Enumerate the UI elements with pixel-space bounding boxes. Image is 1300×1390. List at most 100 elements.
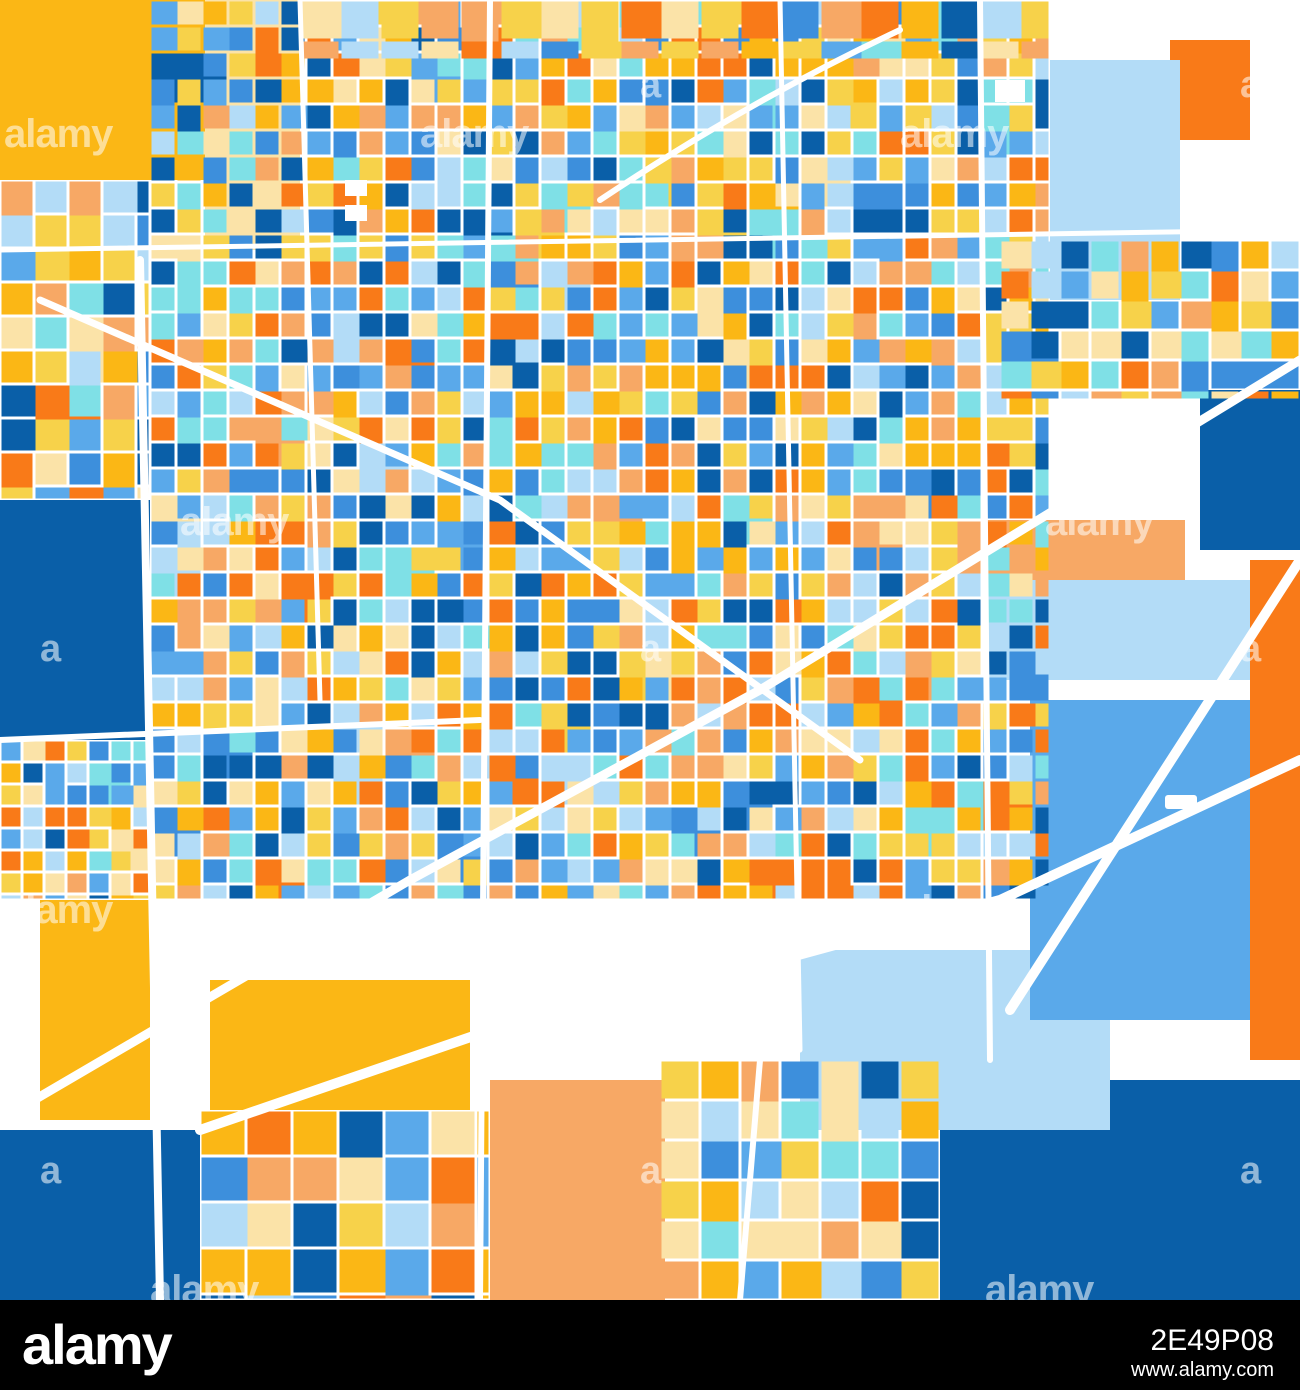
block bbox=[1031, 391, 1059, 399]
block bbox=[619, 417, 643, 441]
block bbox=[255, 495, 279, 519]
block bbox=[661, 1261, 699, 1299]
block bbox=[879, 859, 903, 883]
block bbox=[489, 131, 513, 155]
block bbox=[339, 1203, 383, 1247]
block bbox=[931, 677, 955, 701]
block bbox=[879, 729, 903, 753]
block bbox=[1009, 417, 1033, 441]
block bbox=[359, 599, 383, 623]
block bbox=[723, 79, 747, 103]
footer-logo: alamy bbox=[22, 1313, 173, 1376]
block bbox=[723, 209, 747, 233]
block bbox=[1009, 209, 1033, 233]
block bbox=[151, 287, 175, 311]
block bbox=[593, 729, 617, 753]
block bbox=[801, 261, 825, 285]
block bbox=[385, 313, 409, 337]
block bbox=[749, 599, 773, 623]
block bbox=[905, 365, 929, 389]
block bbox=[45, 851, 65, 871]
block bbox=[333, 781, 357, 805]
block bbox=[385, 1295, 475, 1299]
block bbox=[1121, 391, 1149, 399]
block bbox=[619, 677, 643, 701]
block bbox=[229, 677, 253, 701]
block bbox=[1061, 361, 1089, 389]
block bbox=[177, 157, 201, 181]
block bbox=[177, 781, 201, 805]
block bbox=[515, 859, 539, 883]
parcel-e-darkblue bbox=[1200, 390, 1300, 550]
block bbox=[437, 209, 461, 233]
block bbox=[619, 547, 643, 571]
block bbox=[255, 287, 279, 311]
block bbox=[749, 417, 773, 441]
block bbox=[541, 391, 565, 415]
block bbox=[901, 1061, 939, 1099]
block bbox=[567, 521, 591, 545]
block bbox=[281, 885, 305, 899]
block bbox=[437, 651, 461, 675]
block bbox=[801, 521, 825, 545]
block bbox=[827, 105, 851, 129]
block bbox=[1, 873, 21, 893]
block bbox=[1061, 271, 1089, 299]
block bbox=[281, 157, 305, 181]
block bbox=[411, 755, 435, 779]
block bbox=[515, 885, 539, 899]
block bbox=[749, 651, 773, 675]
block bbox=[133, 741, 149, 761]
block bbox=[853, 781, 877, 805]
block bbox=[671, 573, 695, 597]
block bbox=[431, 1111, 475, 1155]
block bbox=[1035, 209, 1049, 233]
block bbox=[697, 261, 721, 285]
block bbox=[827, 521, 851, 545]
pad bbox=[345, 180, 367, 196]
block bbox=[437, 391, 461, 415]
block bbox=[489, 859, 513, 883]
block bbox=[229, 781, 253, 805]
block bbox=[827, 599, 851, 623]
block bbox=[151, 105, 175, 129]
block bbox=[281, 365, 305, 389]
block bbox=[411, 625, 435, 649]
block bbox=[749, 131, 773, 155]
block bbox=[671, 417, 695, 441]
block bbox=[749, 755, 773, 779]
block bbox=[255, 1, 279, 25]
block bbox=[661, 1141, 699, 1179]
block bbox=[1, 487, 33, 499]
roads bbox=[0, 0, 1300, 1300]
block bbox=[35, 215, 67, 247]
block bbox=[103, 487, 135, 499]
image-id: 2E49P08 bbox=[1150, 1324, 1274, 1357]
block bbox=[957, 417, 981, 441]
block bbox=[723, 573, 747, 597]
block bbox=[45, 807, 65, 827]
block bbox=[229, 391, 253, 415]
block bbox=[515, 235, 539, 259]
block bbox=[723, 391, 747, 415]
block bbox=[463, 781, 487, 805]
block bbox=[463, 547, 487, 571]
block bbox=[1021, 41, 1049, 59]
block bbox=[697, 599, 721, 623]
block bbox=[247, 1249, 291, 1299]
block bbox=[1121, 361, 1149, 389]
block bbox=[307, 885, 331, 899]
block bbox=[359, 261, 383, 285]
block bbox=[567, 131, 591, 155]
block bbox=[1, 741, 21, 761]
block bbox=[879, 183, 903, 207]
block bbox=[341, 1, 379, 39]
block bbox=[905, 495, 929, 519]
block bbox=[781, 1181, 819, 1219]
block bbox=[69, 453, 101, 485]
block bbox=[333, 495, 357, 519]
block bbox=[437, 781, 461, 805]
block bbox=[1009, 131, 1033, 155]
block bbox=[307, 287, 331, 311]
block bbox=[437, 287, 461, 311]
